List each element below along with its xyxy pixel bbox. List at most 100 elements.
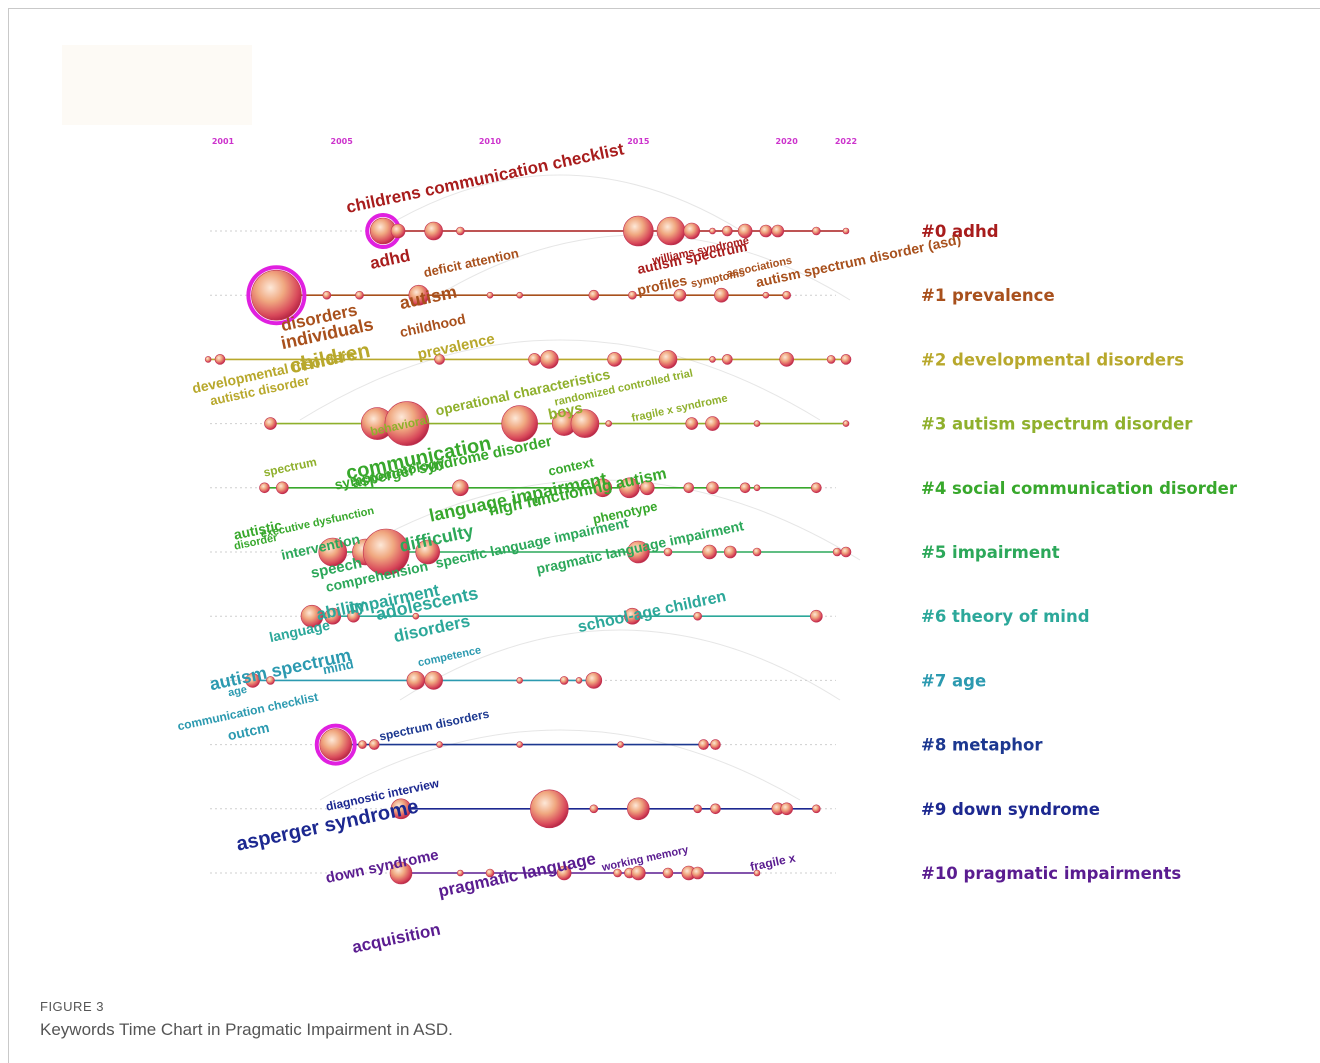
keyword-node-dot-81 [424, 671, 443, 690]
keyword-node-90 [516, 741, 523, 748]
keyword-node-16 [355, 290, 364, 300]
keyword-node-50 [276, 481, 289, 495]
keyword-node-45 [685, 417, 699, 430]
keyword-node-62 [362, 528, 410, 576]
keyword-node-20 [588, 289, 600, 301]
keyword-node-54 [639, 480, 655, 496]
keyword-label-43: language [268, 617, 332, 645]
keyword-label-50: outcm [226, 719, 270, 743]
keyword-node-47 [753, 420, 761, 427]
keyword-node-68 [752, 547, 762, 557]
keyword-node-dot-56 [706, 481, 719, 495]
keyword-node-dot-6 [683, 222, 701, 240]
keyword-node-2 [424, 221, 443, 241]
keyword-node-dot-86 [319, 728, 353, 761]
cluster-label-5: #5 impairment [921, 543, 1060, 562]
keyword-node-dot-82 [516, 677, 523, 684]
keyword-node-dot-16 [355, 290, 364, 300]
keyword-node-dot-58 [753, 484, 761, 492]
keyword-node-104 [457, 869, 464, 877]
keyword-node-67 [723, 545, 737, 559]
keyword-node-5 [656, 216, 686, 246]
keyword-node-55 [683, 482, 695, 494]
keyword-label-5: deficit attention [422, 245, 520, 280]
keyword-node-75 [624, 607, 641, 625]
year-tick-2010: 2010 [479, 137, 502, 146]
keyword-node-dot-12 [812, 226, 821, 236]
keyword-node-23 [714, 287, 729, 303]
keyword-node-43 [570, 409, 600, 438]
keyword-node-dot-57 [739, 482, 751, 494]
keyword-node-dot-69 [832, 547, 842, 557]
keyword-node-46 [705, 416, 720, 431]
keyword-node-101 [780, 802, 793, 816]
keyword-node-77 [810, 609, 823, 623]
figure-number: FIGURE 3 [40, 999, 104, 1014]
keyword-node-dot-54 [639, 480, 655, 496]
keyword-label-22: spectrum [262, 455, 318, 480]
keyword-label-54: down syndrome [324, 846, 440, 887]
keyword-node-96 [589, 804, 599, 814]
keyword-node-52 [593, 478, 613, 498]
keyword-node-dot-31 [607, 352, 622, 367]
keyword-label-58: acquisition [350, 920, 442, 957]
keyword-label-57: fragile x [749, 851, 797, 874]
keyword-node-dot-36 [826, 355, 836, 364]
cluster-label-8: #8 metaphor [921, 736, 1043, 755]
keyword-node-dot-103 [389, 861, 413, 885]
keyword-node-dot-109 [631, 865, 646, 881]
keyword-node-26 [204, 356, 212, 363]
keyword-node-dot-27 [214, 354, 226, 365]
keyword-node-34 [722, 354, 733, 365]
keyword-node-dot-26 [204, 356, 212, 363]
keyword-node-41 [501, 405, 538, 442]
keyword-node-89 [436, 741, 443, 748]
year-tick-2005: 2005 [331, 137, 354, 146]
keyword-node-dot-53 [619, 477, 640, 499]
keyword-node-dot-97 [627, 797, 650, 821]
cluster-label-1: #1 prevalence [921, 286, 1055, 305]
keyword-node-82 [516, 677, 523, 684]
keyword-node-10 [759, 224, 773, 238]
keyword-node-48 [842, 420, 850, 427]
keyword-node-88 [368, 739, 380, 750]
background-arc-0 [379, 174, 741, 231]
keyword-node-dot-14 [251, 269, 302, 321]
keyword-node-dot-38 [264, 417, 277, 430]
keyword-node-dot-99 [710, 803, 721, 815]
keyword-node-dot-3 [456, 226, 465, 236]
keyword-node-30 [540, 350, 559, 369]
keyword-node-dot-84 [575, 677, 583, 684]
keyword-node-91 [617, 741, 624, 748]
keyword-node-dot-92 [698, 739, 709, 750]
keyword-node-dot-47 [753, 420, 761, 427]
keyword-node-dot-22 [673, 288, 687, 302]
keyword-node-40 [384, 401, 430, 446]
keyword-node-57 [739, 482, 751, 494]
keyword-node-94 [390, 798, 412, 820]
keyword-node-44 [605, 420, 612, 427]
keyword-node-4 [623, 215, 654, 247]
keyword-node-dot-91 [617, 741, 624, 748]
background-arc-5 [319, 729, 801, 801]
keyword-node-dot-60 [318, 537, 348, 567]
keyword-label-20: boys [547, 400, 585, 424]
keyword-node-59 [811, 482, 822, 494]
keyword-node-dot-93 [710, 739, 721, 750]
keyword-node-11 [771, 224, 785, 238]
keyword-node-105 [485, 868, 495, 878]
keyword-node-83 [559, 676, 569, 685]
keyword-node-dot-10 [759, 224, 773, 238]
keyword-node-dot-88 [368, 739, 380, 750]
keyword-node-14 [246, 265, 307, 326]
keyword-node-71 [300, 604, 324, 628]
keyword-node-92 [698, 739, 709, 750]
keyword-node-dot-37 [840, 354, 852, 365]
keyword-node-86 [314, 723, 357, 766]
keyword-label-13: prevalence [416, 330, 496, 363]
cluster-label-10: #10 pragmatic impairments [921, 864, 1181, 883]
keyword-node-dot-51 [452, 479, 469, 497]
keyword-node-70 [840, 546, 852, 558]
keyword-node-dot-11 [771, 224, 785, 238]
keyword-node-76 [693, 611, 702, 621]
